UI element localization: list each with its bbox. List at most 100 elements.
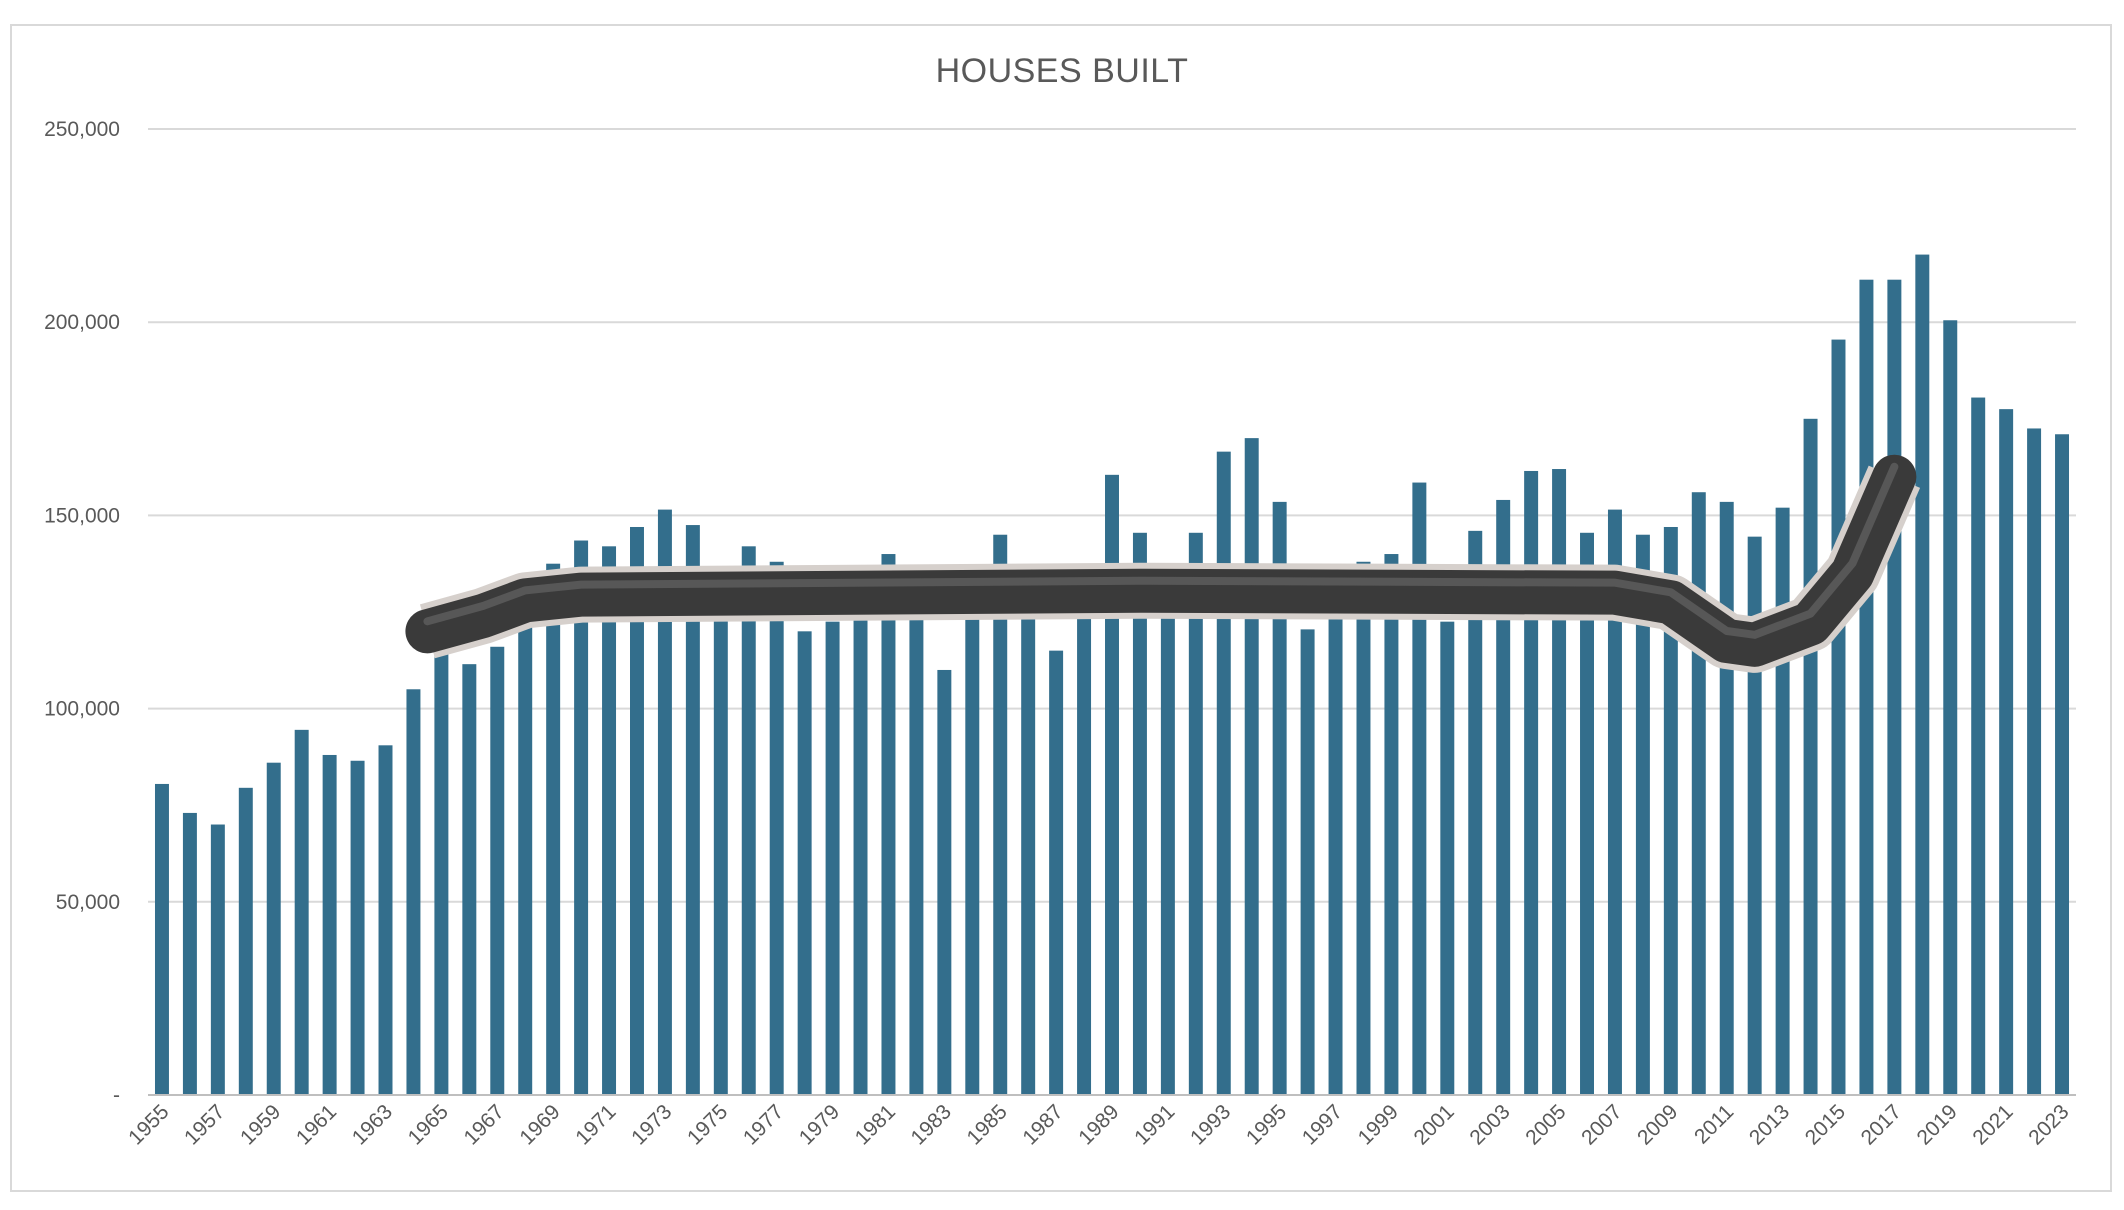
bar-1996 bbox=[1300, 629, 1315, 1095]
crowbar-highlight bbox=[423, 462, 1899, 639]
x-tick-label: 1997 bbox=[1298, 1100, 1347, 1149]
bar-1975 bbox=[713, 610, 728, 1095]
bars bbox=[154, 254, 2070, 1096]
bar-1979 bbox=[825, 621, 840, 1095]
bar-1973 bbox=[657, 509, 672, 1095]
bar-2009 bbox=[1663, 526, 1678, 1095]
x-tick-label: 2001 bbox=[1410, 1100, 1459, 1149]
bar-1968 bbox=[518, 610, 533, 1095]
bar-1977 bbox=[769, 561, 784, 1095]
x-tick-label: 1981 bbox=[851, 1100, 900, 1149]
x-tick-label: 1975 bbox=[683, 1100, 732, 1149]
bar-1971 bbox=[602, 546, 617, 1095]
bar-1960 bbox=[294, 729, 309, 1095]
x-tick-label: 1955 bbox=[124, 1100, 173, 1149]
bar-1963 bbox=[378, 745, 393, 1095]
y-tick-label: 100,000 bbox=[44, 698, 120, 721]
bar-2014 bbox=[1803, 418, 1818, 1095]
x-tick-label: 1979 bbox=[795, 1100, 844, 1149]
bar-2001 bbox=[1440, 621, 1455, 1095]
bar-1965 bbox=[434, 646, 449, 1095]
y-tick-label: 200,000 bbox=[44, 311, 120, 334]
bar-1961 bbox=[322, 754, 337, 1095]
bar-1983 bbox=[937, 669, 952, 1095]
bar-2015 bbox=[1831, 339, 1846, 1095]
x-tick-label: 1967 bbox=[460, 1100, 509, 1149]
x-tick-label: 1969 bbox=[515, 1100, 564, 1149]
bar-1970 bbox=[574, 540, 589, 1095]
bar-1987 bbox=[1049, 650, 1064, 1095]
x-tick-label: 2007 bbox=[1577, 1100, 1626, 1149]
bar-2010 bbox=[1691, 492, 1706, 1095]
bar-1984 bbox=[965, 567, 980, 1095]
x-tick-label: 1965 bbox=[404, 1100, 453, 1149]
bar-2000 bbox=[1412, 482, 1427, 1095]
x-tick-label: 2019 bbox=[1912, 1100, 1961, 1149]
chart-title: HOUSES BUILT bbox=[935, 52, 1189, 90]
x-axis-ticks: 1955 1957 1959 1961 1963 1965 1967 1969 1971 1973… bbox=[124, 1100, 2073, 1149]
x-tick-label: 2003 bbox=[1465, 1100, 1514, 1149]
bar-1989 bbox=[1105, 474, 1119, 1095]
bar-1956 bbox=[182, 812, 197, 1095]
bar-1957 bbox=[210, 824, 225, 1095]
bar-1988 bbox=[1077, 612, 1092, 1095]
bar-2020 bbox=[1971, 397, 1986, 1096]
bar-1981 bbox=[881, 554, 896, 1095]
x-tick-label: 1999 bbox=[1354, 1100, 1403, 1149]
x-tick-label: 2013 bbox=[1745, 1100, 1794, 1149]
bar-2018 bbox=[1915, 254, 1930, 1095]
y-axis-ticks: - 50,000 100,000 150,000 200,000 250,000 bbox=[44, 118, 120, 1107]
bar-1990 bbox=[1132, 532, 1147, 1095]
bar-2006 bbox=[1580, 532, 1594, 1095]
x-tick-label: 1961 bbox=[292, 1100, 341, 1149]
bar-2011 bbox=[1719, 501, 1734, 1096]
bar-1959 bbox=[266, 762, 281, 1095]
bar-1982 bbox=[909, 608, 924, 1095]
bar-1958 bbox=[238, 787, 253, 1095]
x-tick-label: 1957 bbox=[180, 1100, 229, 1149]
x-tick-label: 2015 bbox=[1801, 1100, 1850, 1149]
bar-1962 bbox=[350, 760, 365, 1095]
x-tick-label: 1973 bbox=[627, 1100, 676, 1149]
y-tick-label: 150,000 bbox=[44, 504, 120, 527]
x-tick-label: 1993 bbox=[1186, 1100, 1235, 1149]
x-tick-label: 1985 bbox=[962, 1100, 1011, 1149]
x-tick-label: 2021 bbox=[1968, 1100, 2017, 1149]
bar-1999 bbox=[1384, 554, 1399, 1095]
bar-1969 bbox=[546, 563, 561, 1095]
bar-2002 bbox=[1468, 530, 1483, 1095]
bar-1986 bbox=[1021, 612, 1036, 1095]
x-tick-label: 1983 bbox=[907, 1100, 956, 1149]
bar-1992 bbox=[1188, 532, 1203, 1095]
bar-1980 bbox=[853, 608, 868, 1095]
x-tick-label: 1987 bbox=[1018, 1100, 1067, 1149]
bar-1974 bbox=[685, 525, 700, 1095]
y-tick-label: 250,000 bbox=[44, 118, 120, 141]
x-tick-label: 1991 bbox=[1130, 1100, 1179, 1149]
x-tick-label: 1963 bbox=[348, 1100, 397, 1149]
bar-2023 bbox=[2055, 434, 2070, 1096]
bar-2016 bbox=[1859, 279, 1874, 1095]
bar-1997 bbox=[1328, 608, 1343, 1095]
crowbar-body bbox=[405, 454, 1917, 667]
crowbar-overlay bbox=[405, 454, 1921, 673]
bar-1966 bbox=[462, 664, 477, 1095]
bar-1993 bbox=[1216, 451, 1231, 1095]
x-tick-label: 1971 bbox=[571, 1100, 620, 1149]
bar-1967 bbox=[490, 646, 505, 1095]
bar-1991 bbox=[1160, 610, 1175, 1095]
x-tick-label: 2009 bbox=[1633, 1100, 1682, 1149]
bar-2017 bbox=[1887, 279, 1902, 1095]
bar-1995 bbox=[1272, 501, 1287, 1096]
bar-1985 bbox=[993, 534, 1008, 1095]
bar-1955 bbox=[154, 783, 169, 1095]
bar-1998 bbox=[1356, 561, 1371, 1095]
x-tick-label: 1995 bbox=[1242, 1100, 1291, 1149]
bar-1978 bbox=[797, 631, 812, 1095]
bar-2012 bbox=[1747, 536, 1762, 1095]
bar-2004 bbox=[1524, 470, 1539, 1095]
bar-1994 bbox=[1244, 438, 1259, 1095]
x-tick-label: 1959 bbox=[236, 1100, 285, 1149]
bar-2021 bbox=[1999, 409, 2014, 1095]
